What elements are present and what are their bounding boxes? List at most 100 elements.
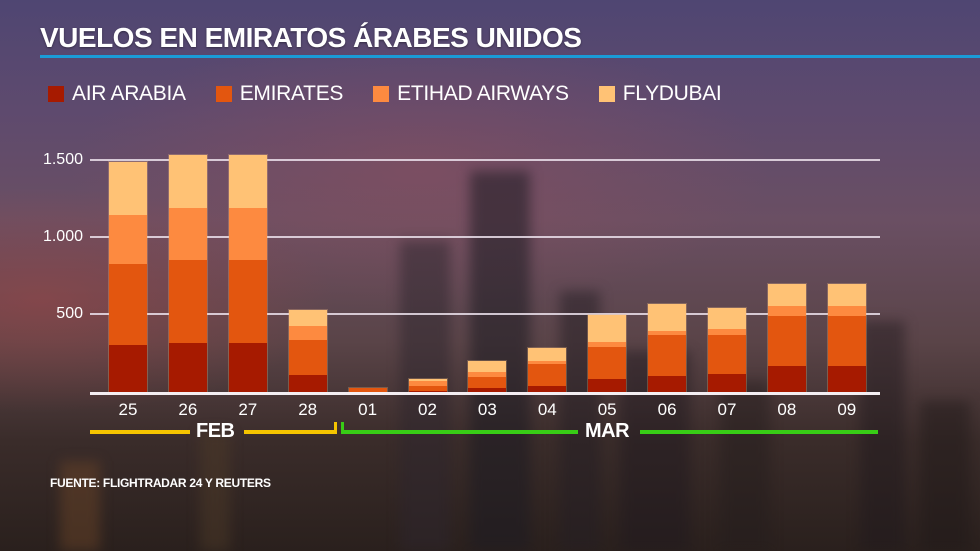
bar-segment-emirates bbox=[648, 335, 687, 376]
bar-segment-etihad-airways bbox=[288, 325, 327, 340]
bar-01-mar bbox=[348, 388, 387, 392]
y-tick-1000: 1.000 bbox=[42, 228, 83, 245]
bar-28-feb bbox=[288, 309, 327, 392]
bar-segment-flydubai bbox=[708, 308, 746, 329]
bar-26-feb bbox=[168, 154, 207, 392]
bar-segment-air-arabia bbox=[648, 375, 687, 392]
bar-09-mar bbox=[827, 283, 866, 392]
bar-segment-etihad-airways bbox=[648, 330, 687, 336]
x-tick-label: 03 bbox=[477, 400, 497, 419]
chart-title: VUELOS EN EMIRATOS ÁRABES UNIDOS bbox=[40, 22, 582, 53]
bar-segment-emirates bbox=[767, 315, 806, 366]
bar-08-mar bbox=[767, 283, 806, 392]
bar-segment-air-arabia bbox=[288, 374, 327, 392]
legend-label: ETIHAD AIRWAYS bbox=[397, 82, 569, 105]
legend-item-air-arabia: AIR ARABIA bbox=[48, 82, 186, 106]
bar-segment-etihad-airways bbox=[528, 360, 567, 365]
x-tick-label: 04 bbox=[537, 400, 557, 419]
bar-segment-flydubai bbox=[468, 361, 507, 373]
bar-segment-flydubai bbox=[528, 347, 567, 361]
y-tick-1500: 1.500 bbox=[42, 151, 83, 168]
bar-segment-flydubai bbox=[109, 161, 147, 215]
bar-07-mar bbox=[708, 308, 746, 392]
x-tick-label: 08 bbox=[777, 400, 797, 419]
bar-segment-flydubai bbox=[588, 315, 627, 342]
mar-bracket-right bbox=[640, 430, 878, 434]
bar-segment-air-arabia bbox=[168, 342, 207, 392]
bar-segment-emirates bbox=[228, 259, 267, 343]
bar-27-feb bbox=[228, 155, 267, 392]
x-tick-label: 06 bbox=[657, 400, 677, 419]
x-axis-baseline bbox=[90, 392, 880, 395]
legend-item-emirates: EMIRATES bbox=[215, 82, 344, 106]
bar-segment-air-arabia bbox=[827, 365, 866, 392]
legend-item-flydubai: FLYDUBAI bbox=[598, 82, 722, 106]
bar-segment-emirates bbox=[168, 259, 207, 343]
legend-label: FLYDUBAI bbox=[622, 82, 722, 105]
x-tick-label: 02 bbox=[418, 400, 437, 419]
bar-segment-flydubai bbox=[288, 309, 327, 326]
bar-segment-emirates bbox=[109, 263, 147, 345]
x-tick-label: 09 bbox=[837, 400, 857, 419]
legend-label: EMIRATES bbox=[239, 82, 344, 105]
bar-06-mar bbox=[648, 304, 687, 392]
bar-segment-emirates bbox=[468, 376, 507, 388]
x-tick-label: 26 bbox=[178, 400, 198, 419]
bar-segment-emirates bbox=[708, 335, 746, 375]
x-tick-label: 07 bbox=[717, 400, 737, 419]
mar-bracket-left bbox=[341, 430, 578, 434]
bar-segment-flydubai bbox=[228, 155, 267, 209]
bar-segment-flydubai bbox=[767, 283, 806, 306]
bar-segment-flydubai bbox=[827, 283, 866, 306]
legend-label: AIR ARABIA bbox=[72, 82, 186, 105]
bar-05-mar bbox=[588, 315, 627, 392]
bar-04-mar bbox=[528, 347, 567, 392]
bar-segment-emirates bbox=[288, 339, 327, 375]
bar-segment-air-arabia bbox=[468, 387, 507, 392]
bar-segment-air-arabia bbox=[708, 374, 746, 392]
legend-swatch-air-arabia bbox=[48, 86, 64, 102]
bar-segment-emirates bbox=[588, 346, 627, 380]
chart-legend: AIR ARABIA EMIRATES ETIHAD AIRWAYS FLYDU… bbox=[48, 82, 751, 106]
feb-bracket-left bbox=[90, 430, 190, 434]
bar-segment-etihad-airways bbox=[228, 208, 267, 260]
bar-segment-air-arabia bbox=[228, 342, 267, 392]
gridline-1000 bbox=[90, 236, 880, 238]
bar-segment-etihad-airways bbox=[708, 328, 746, 336]
bar-segment-emirates bbox=[528, 364, 567, 386]
bar-02-mar bbox=[408, 378, 447, 392]
x-tick-label: 01 bbox=[358, 400, 378, 419]
x-tick-label: 25 bbox=[118, 400, 138, 419]
bar-segment-air-arabia bbox=[408, 391, 447, 392]
title-underline bbox=[40, 55, 980, 58]
bar-segment-air-arabia bbox=[109, 344, 147, 392]
month-label-feb: FEB bbox=[196, 420, 235, 442]
month-label-mar: MAR bbox=[585, 420, 630, 442]
source-note: FUENTE: FLIGHTRADAR 24 Y REUTERS bbox=[50, 476, 271, 490]
bar-segment-etihad-airways bbox=[168, 208, 207, 260]
x-tick-label: 27 bbox=[238, 400, 258, 419]
mar-bracket-start-tick bbox=[341, 422, 344, 434]
legend-item-etihad: ETIHAD AIRWAYS bbox=[373, 82, 569, 106]
bar-segment-air-arabia bbox=[588, 379, 627, 392]
legend-swatch-flydubai bbox=[598, 86, 615, 102]
bar-segment-etihad-airways bbox=[767, 305, 806, 316]
bar-segment-etihad-airways bbox=[408, 380, 447, 386]
bar-segment-air-arabia bbox=[528, 385, 567, 392]
bar-03-mar bbox=[468, 361, 507, 392]
bar-segment-etihad-airways bbox=[827, 305, 866, 316]
legend-swatch-emirates bbox=[215, 86, 232, 102]
legend-swatch-etihad bbox=[373, 86, 390, 102]
bar-segment-flydubai bbox=[168, 154, 207, 209]
bar-segment-emirates bbox=[408, 385, 447, 392]
bar-segment-flydubai bbox=[648, 304, 687, 331]
feb-bracket-end-tick bbox=[334, 422, 337, 434]
bar-segment-emirates bbox=[827, 315, 866, 366]
y-tick-500: 500 bbox=[56, 305, 83, 322]
x-tick-label: 05 bbox=[597, 400, 617, 419]
bar-segment-emirates bbox=[348, 388, 387, 392]
feb-bracket-right bbox=[244, 430, 336, 434]
bar-segment-etihad-airways bbox=[109, 214, 147, 264]
bar-segment-air-arabia bbox=[767, 365, 806, 392]
gridline-1500 bbox=[90, 159, 880, 161]
